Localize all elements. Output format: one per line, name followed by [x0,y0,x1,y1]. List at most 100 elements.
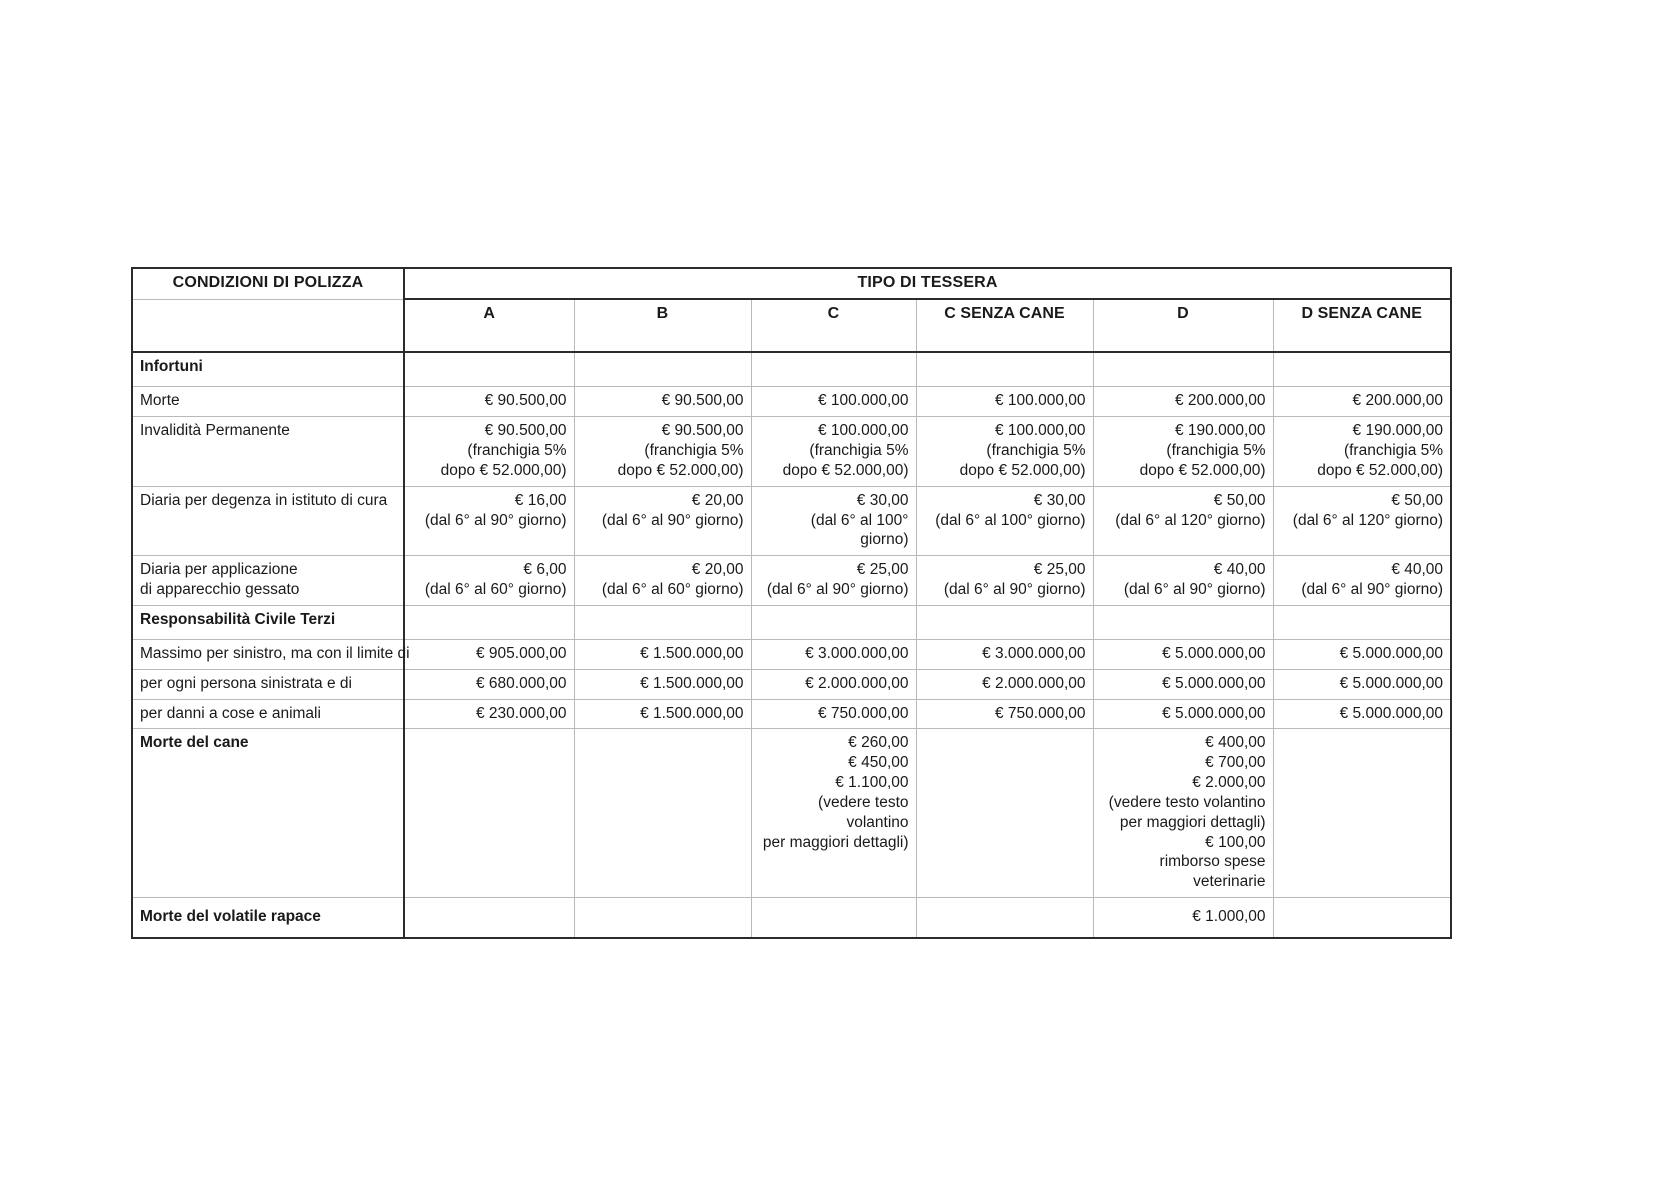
cell-morte-del-volatile-rapace-d: € 1.000,00 [1092,897,1274,940]
text-line: (vedere testo volantino [1108,793,1266,811]
cell-per-danni-a-cose-e-animali-csc: € 750.000,00 [915,698,1094,730]
cell-infortuni-d [1092,351,1274,388]
cell-infortuni-dsc [1272,351,1452,388]
cell-responsabilita-civile-terzi-c [750,604,917,640]
table-body: Infortuni Morte € 90.500,00 € 90.500,00 € 10… [131,351,1452,940]
text-line: rimborso spese [1159,853,1266,871]
text-line: dopo € 52.000,00) [782,461,909,479]
cell-invalidita-permanente-csc: € 100.000,00 (franchigia 5% dopo € 52.000,… [915,416,1094,487]
table-row: Morte € 90.500,00 € 90.500,00 € 100.000,00 €… [131,386,1452,418]
column-header-d-senza-cane: D SENZA CANE [1272,298,1452,354]
text-line: veterinarie [1193,873,1266,891]
cell-morte-c: € 100.000,00 [750,386,917,418]
cell-invalidita-permanente-a: € 90.500,00 (franchigia 5% dopo € 52.000,0… [403,416,575,487]
text-line: € 20,00 [691,561,744,579]
row-label-morte-del-cane: Morte del cane [131,728,405,899]
text-line: € 90.500,00 [484,422,567,440]
text-line: dopo € 52.000,00) [617,461,744,479]
cell-morte-csc: € 100.000,00 [915,386,1094,418]
table-row: Infortuni [131,351,1452,388]
row-label-responsabilita-civile-terzi: Responsabilità Civile Terzi [131,604,405,640]
cell-morte-del-cane-c: € 260,00 € 450,00 € 1.100,00 (vedere testo … [750,728,917,899]
row-label-massimo-per-sinistro: Massimo per sinistro, ma con il limite d… [131,638,410,670]
cell-morte-dsc: € 200.000,00 [1272,386,1452,418]
cell-diaria-gesso-a: € 6,00 (dal 6° al 60° giorno) [403,555,575,606]
text-line: (dal 6° al 90° giorno) [1123,581,1266,599]
cell-morte-a: € 90.500,00 [403,386,575,418]
cell-diaria-degenza-d: € 50,00 (dal 6° al 120° giorno) [1092,485,1274,557]
table-row: per ogni persona sinistrata e di € 680.00… [131,668,1452,700]
table-row: Morte del cane € 260,00 € 450,00 € 1.100,00… [131,728,1452,899]
cell-invalidita-permanente-c: € 100.000,00 (franchigia 5% dopo € 52.000,… [750,416,917,487]
cell-diaria-gesso-c: € 25,00 (dal 6° al 90° giorno) [750,555,917,606]
cell-morte-d: € 200.000,00 [1092,386,1274,418]
text-line: (dal 6° al 120° giorno) [1292,511,1444,529]
text-line: € 50,00 [1391,491,1444,509]
cell-morte-del-volatile-rapace-csc [915,897,1094,940]
text-line: (franchigia 5% [467,442,567,460]
row-label-diaria-degenza: Diaria per degenza in istituto di cura [131,485,405,557]
table-row: Morte del volatile rapace € 1.000,00 [131,897,1452,940]
cell-per-ogni-persona-sinistrata-c: € 2.000.000,00 [750,668,917,700]
text-line: (dal 6° al 60° giorno) [601,581,744,599]
text-line: (dal 6° al 90° giorno) [424,511,567,529]
cell-diaria-gesso-b: € 20,00 (dal 6° al 60° giorno) [573,555,752,606]
table-head: CONDIZIONI DI POLIZZA TIPO DI TESSERA A … [131,267,1452,354]
cell-morte-del-cane-dsc [1272,728,1452,899]
cell-morte-del-cane-csc [915,728,1094,899]
cell-per-ogni-persona-sinistrata-b: € 1.500.000,00 [573,668,752,700]
cell-invalidita-permanente-b: € 90.500,00 (franchigia 5% dopo € 52.000,0… [573,416,752,487]
cell-massimo-per-sinistro-c: € 3.000.000,00 [750,638,917,670]
table-row: Diaria per degenza in istituto di cura € … [131,485,1452,557]
cell-invalidita-permanente-d: € 190.000,00 (franchigia 5% dopo € 52.000,… [1092,416,1274,487]
cell-responsabilita-civile-terzi-b [573,604,752,640]
cell-diaria-gesso-d: € 40,00 (dal 6° al 90° giorno) [1092,555,1274,606]
cell-per-danni-a-cose-e-animali-b: € 1.500.000,00 [573,698,752,730]
text-line: (franchigia 5% [1343,442,1444,460]
cell-diaria-degenza-b: € 20,00 (dal 6° al 90° giorno) [573,485,752,557]
text-line: (dal 6° al 60° giorno) [424,581,567,599]
text-line: € 100.000,00 [817,422,909,440]
text-line: (dal 6° al 120° giorno) [1115,511,1266,529]
row-label-infortuni: Infortuni [131,351,405,388]
text-line: di apparecchio gessato [140,581,300,599]
text-line: € 40,00 [1213,561,1266,579]
text-line: € 190.000,00 [1174,422,1266,440]
header-conditions-title: CONDIZIONI DI POLIZZA [131,267,405,300]
cell-morte-del-volatile-rapace-b [573,897,752,940]
cell-responsabilita-civile-terzi-d [1092,604,1274,640]
cell-responsabilita-civile-terzi-a [403,604,575,640]
table-header-top-row: CONDIZIONI DI POLIZZA TIPO DI TESSERA [131,267,1452,301]
cell-diaria-degenza-dsc: € 50,00 (dal 6° al 120° giorno) [1272,485,1452,557]
text-line: € 260,00 [848,734,909,752]
policy-conditions-table: CONDIZIONI DI POLIZZA TIPO DI TESSERA A … [131,267,1453,940]
row-label-per-ogni-persona-sinistrata: per ogni persona sinistrata e di [131,668,405,700]
text-line: € 16,00 [514,491,567,509]
cell-infortuni-b [573,351,752,388]
cell-morte-del-cane-b [573,728,752,899]
table-row: Diaria per applicazione di apparecchio ge… [131,555,1452,606]
cell-massimo-per-sinistro-b: € 1.500.000,00 [573,638,752,670]
text-line: € 190.000,00 [1352,422,1444,440]
text-line: per maggiori dettagli) [1119,813,1266,831]
table-header-columns-row: A B C C SENZA CANE D D SENZA CANE [131,298,1452,354]
text-line: € 30,00 [1033,491,1086,509]
text-line: (franchigia 5% [644,442,744,460]
cell-per-ogni-persona-sinistrata-a: € 680.000,00 [403,668,575,700]
text-line: € 50,00 [1213,491,1266,509]
cell-responsabilita-civile-terzi-csc [915,604,1094,640]
column-header-d: D [1092,298,1274,354]
text-line: (vedere testo volantino [818,793,909,831]
cell-per-ogni-persona-sinistrata-d: € 5.000.000,00 [1092,668,1274,700]
policy-conditions-table-container: CONDIZIONI DI POLIZZA TIPO DI TESSERA A … [131,267,1453,940]
row-label-per-danni-a-cose-e-animali: per danni a cose e animali [131,698,405,730]
cell-morte-b: € 90.500,00 [573,386,752,418]
column-header-a: A [403,298,575,354]
text-line: (dal 6° al 90° giorno) [601,511,744,529]
cell-diaria-degenza-a: € 16,00 (dal 6° al 90° giorno) [403,485,575,557]
cell-morte-del-volatile-rapace-a [403,897,575,940]
cell-morte-del-volatile-rapace-dsc [1272,897,1452,940]
cell-responsabilita-civile-terzi-dsc [1272,604,1452,640]
cell-infortuni-a [403,351,575,388]
cell-per-ogni-persona-sinistrata-dsc: € 5.000.000,00 [1272,668,1452,700]
